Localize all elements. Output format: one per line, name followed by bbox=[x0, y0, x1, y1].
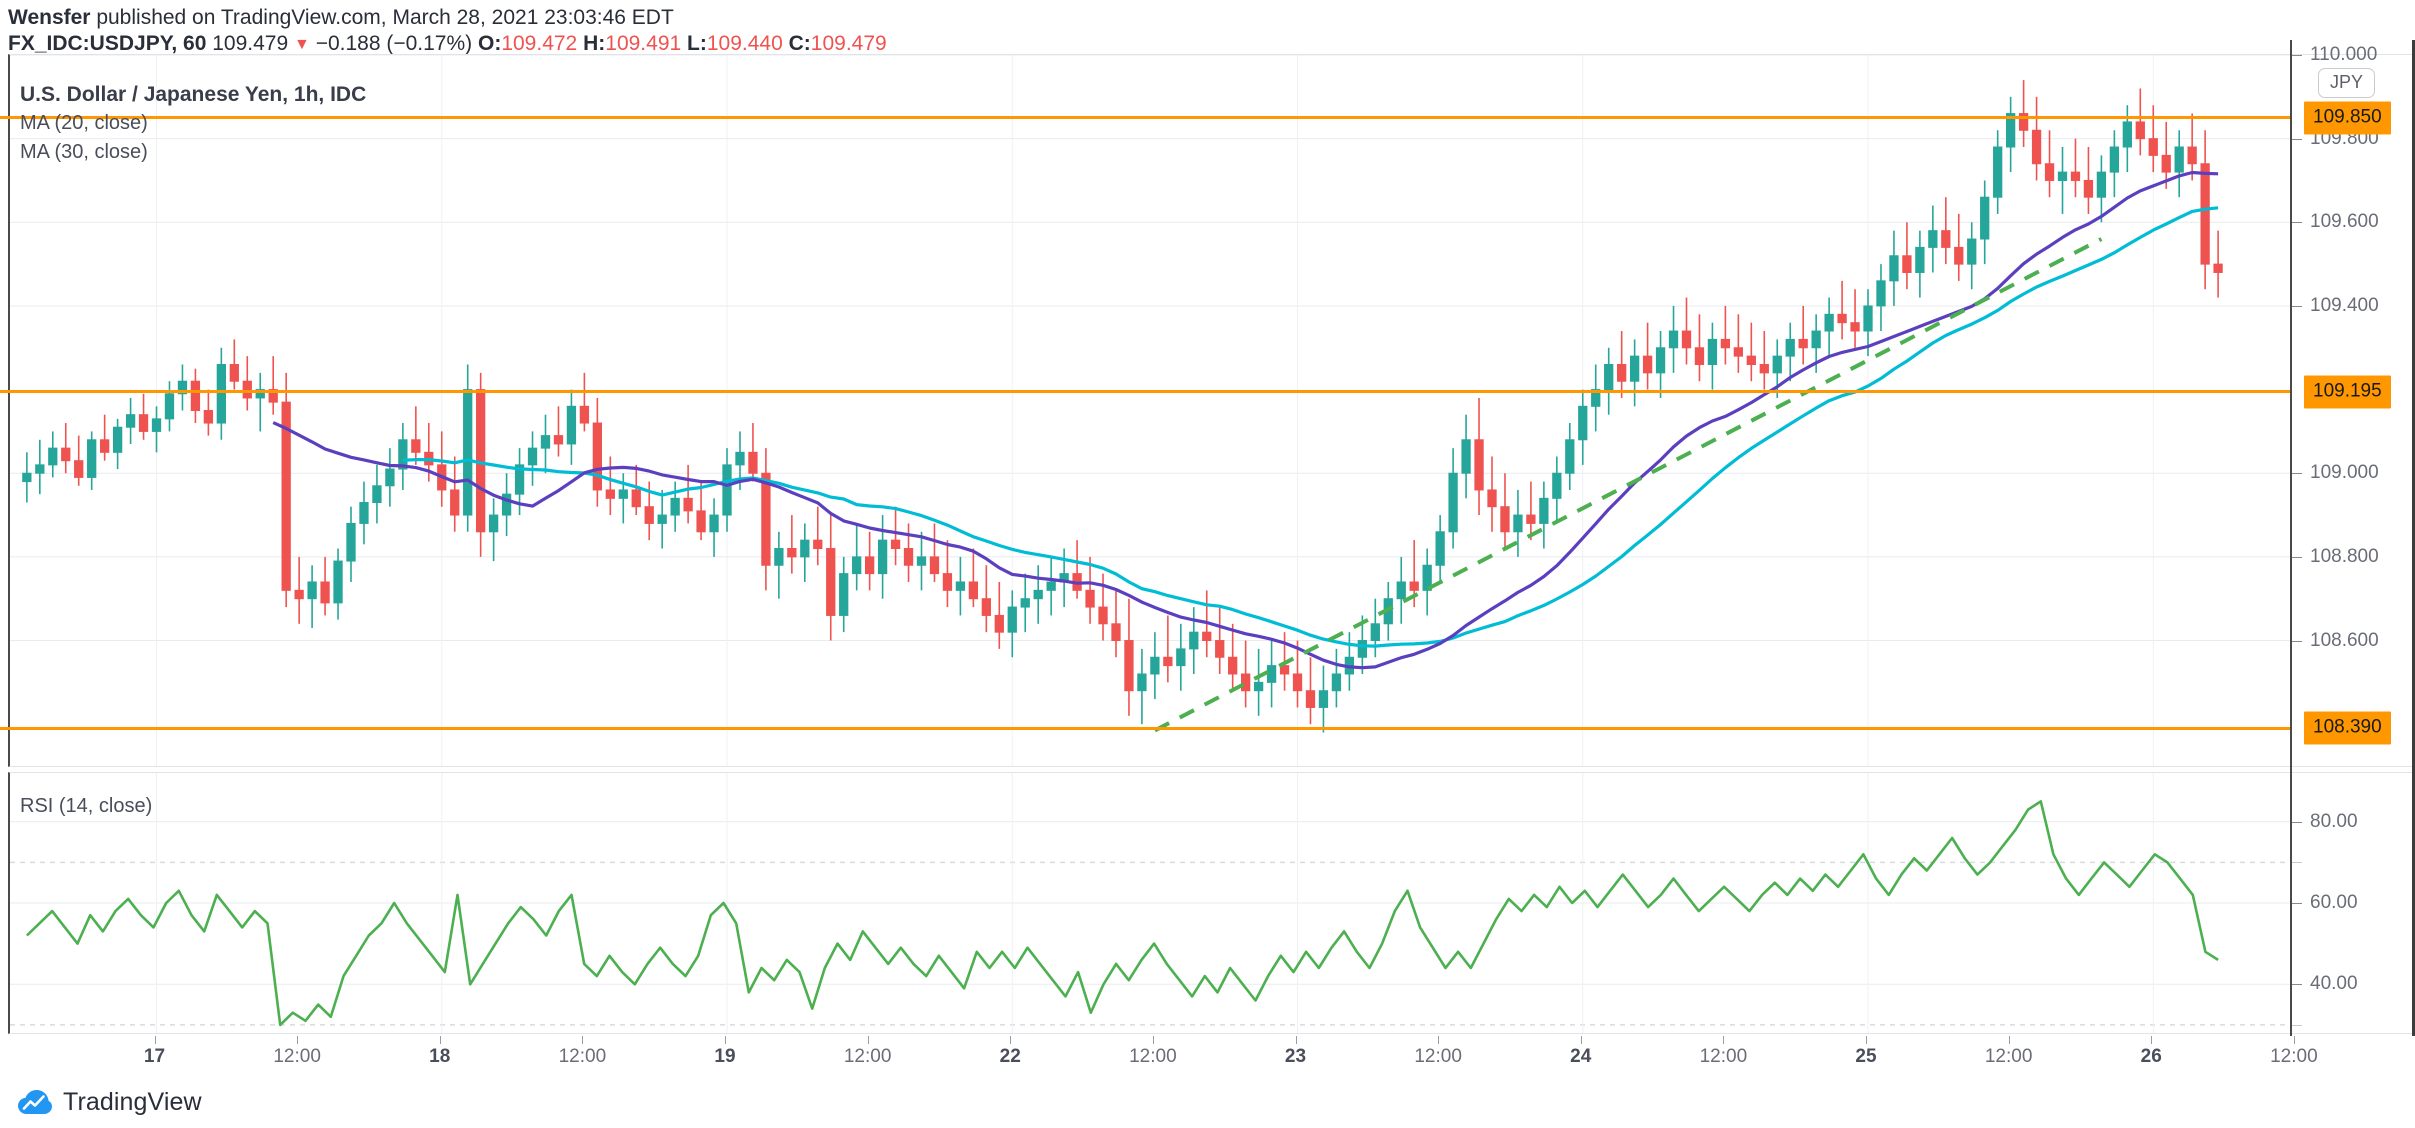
time-axis-tick bbox=[2008, 1036, 2010, 1044]
ma30-legend[interactable]: MA (30, close) bbox=[20, 141, 148, 163]
rsi-band-tick bbox=[2292, 1024, 2302, 1026]
price-axis-tick bbox=[2292, 138, 2302, 140]
time-axis-tick bbox=[867, 1036, 869, 1044]
price-level-line-1[interactable] bbox=[0, 390, 2290, 394]
time-axis-tick bbox=[1295, 1036, 1297, 1044]
rsi-axis-tick bbox=[2292, 984, 2302, 986]
close-value: 109.479 bbox=[810, 32, 887, 55]
price-pane-legend: U.S. Dollar / Japanese Yen, 1h, IDC MA (… bbox=[20, 80, 366, 167]
rsi-axis-label-40: 40.00 bbox=[2310, 973, 2358, 995]
time-axis-label-25-12: 25 bbox=[1855, 1046, 1877, 1067]
high-key: H: bbox=[583, 32, 606, 55]
last-price: 109.479 bbox=[212, 32, 289, 55]
low-value: 109.440 bbox=[706, 32, 783, 55]
rsi-axis-tick bbox=[2292, 903, 2302, 904]
tradingview-wordmark: TradingView bbox=[63, 1088, 202, 1116]
time-axis-tick bbox=[297, 1036, 299, 1044]
down-arrow-icon: ▼ bbox=[294, 36, 310, 53]
time-axis-tick bbox=[2293, 1036, 2295, 1044]
price-axis-separator bbox=[2290, 40, 2292, 1036]
time-axis-label-18-2: 18 bbox=[429, 1046, 451, 1067]
rsi-band-tick bbox=[2292, 862, 2302, 864]
rsi-axis-tick bbox=[2292, 821, 2302, 823]
time-axis-label-12-00-7: 12:00 bbox=[1129, 1046, 1177, 1067]
time-axis-label-12-00-15: 12:00 bbox=[2270, 1046, 2318, 1067]
time-axis[interactable]: 17 12:00 18 12:00 19 12:00 22 12:00 23 12:00 24 12:… bbox=[8, 1036, 2413, 1076]
price-chart-canvas bbox=[10, 55, 2292, 766]
price-axis-label-109.000: 109.000 bbox=[2310, 462, 2379, 484]
published-text: published on TradingView.com, March 28, … bbox=[90, 6, 674, 29]
tradingview-footer: TradingView bbox=[18, 1088, 202, 1117]
open-key: O: bbox=[478, 32, 502, 55]
symbol-label: FX_IDC:USDJPY, 60 bbox=[8, 32, 207, 55]
author-name: Wensfer bbox=[8, 6, 91, 29]
rsi-pane[interactable] bbox=[8, 772, 2415, 1034]
low-key: L: bbox=[687, 32, 707, 55]
tradingview-cloud-logo-icon bbox=[18, 1089, 52, 1114]
time-axis-label-23-8: 23 bbox=[1284, 1046, 1307, 1067]
rsi-axis-label-60: 60.00 bbox=[2310, 892, 2358, 913]
time-axis-label-17-0: 17 bbox=[143, 1046, 166, 1067]
time-axis-label-12-00-13: 12:00 bbox=[1984, 1046, 2033, 1067]
time-axis-tick bbox=[1010, 1036, 1012, 1044]
time-axis-tick bbox=[1580, 1036, 1582, 1044]
symbol-quote-line: FX_IDC:USDJPY, 60 109.479 ▼ −0.188 (−0.1… bbox=[8, 30, 887, 60]
price-axis-tick bbox=[2292, 473, 2302, 475]
time-axis-tick bbox=[1152, 1036, 1154, 1044]
price-change: −0.188 (−0.17%) bbox=[315, 32, 473, 55]
time-axis-tick bbox=[2151, 1036, 2153, 1044]
rsi-chart-canvas bbox=[10, 773, 2292, 1033]
price-axis-tick bbox=[2292, 55, 2302, 56]
price-axis-tick bbox=[2292, 640, 2302, 642]
price-axis-label-109.600: 109.600 bbox=[2310, 211, 2379, 233]
price-pane[interactable] bbox=[8, 54, 2415, 767]
time-axis-label-12-00-3: 12:00 bbox=[558, 1046, 607, 1067]
rsi-axis-label-80: 80.00 bbox=[2310, 810, 2358, 832]
ma20-legend[interactable]: MA (20, close) bbox=[20, 112, 148, 134]
price-level-line-2[interactable] bbox=[0, 726, 2290, 730]
time-axis-tick bbox=[725, 1036, 726, 1044]
time-axis-label-24-10: 24 bbox=[1570, 1046, 1592, 1067]
price-level-line-0[interactable] bbox=[0, 116, 2290, 120]
price-axis-label-110.000: 110.000 bbox=[2310, 44, 2378, 65]
chart-title: U.S. Dollar / Japanese Yen, 1h, IDC bbox=[20, 83, 367, 106]
time-axis-tick bbox=[1866, 1036, 1867, 1044]
price-level-tag-109.195[interactable]: 109.195 bbox=[2304, 375, 2391, 409]
time-axis-label-12-00-1: 12:00 bbox=[273, 1046, 321, 1067]
high-value: 109.491 bbox=[605, 32, 682, 55]
close-key: C: bbox=[788, 32, 811, 55]
price-axis-tick bbox=[2292, 305, 2302, 307]
price-axis-label-109.400: 109.400 bbox=[2310, 294, 2379, 316]
time-axis-label-22-6: 22 bbox=[999, 1046, 1021, 1067]
time-axis-label-12-00-11: 12:00 bbox=[1699, 1046, 1748, 1067]
rsi-legend[interactable]: RSI (14, close) bbox=[20, 795, 153, 817]
time-axis-tick bbox=[1438, 1036, 1440, 1044]
time-axis-label-19-4: 19 bbox=[714, 1046, 736, 1067]
price-axis-label-108.600: 108.600 bbox=[2310, 629, 2379, 651]
currency-unit-pill[interactable]: JPY bbox=[2318, 68, 2376, 98]
time-axis-tick bbox=[582, 1036, 584, 1044]
time-axis-tick bbox=[1723, 1036, 1725, 1044]
time-axis-label-12-00-5: 12:00 bbox=[843, 1046, 892, 1067]
price-level-tag-108.390[interactable]: 108.390 bbox=[2304, 711, 2391, 745]
time-axis-tick bbox=[439, 1036, 441, 1044]
chart-right-border bbox=[2412, 40, 2415, 1036]
price-axis-label-108.800: 108.800 bbox=[2310, 545, 2379, 567]
time-axis-label-12-00-9: 12:00 bbox=[1414, 1046, 1462, 1067]
price-axis-tick bbox=[2292, 222, 2302, 224]
time-axis-label-26-14: 26 bbox=[2140, 1046, 2162, 1067]
time-axis-tick bbox=[154, 1036, 156, 1044]
open-value: 109.472 bbox=[501, 32, 578, 55]
publish-header: Wensfer published on TradingView.com, Ma… bbox=[8, 4, 2008, 32]
price-axis-tick bbox=[2292, 556, 2302, 558]
price-level-tag-109.850[interactable]: 109.850 bbox=[2304, 101, 2391, 135]
